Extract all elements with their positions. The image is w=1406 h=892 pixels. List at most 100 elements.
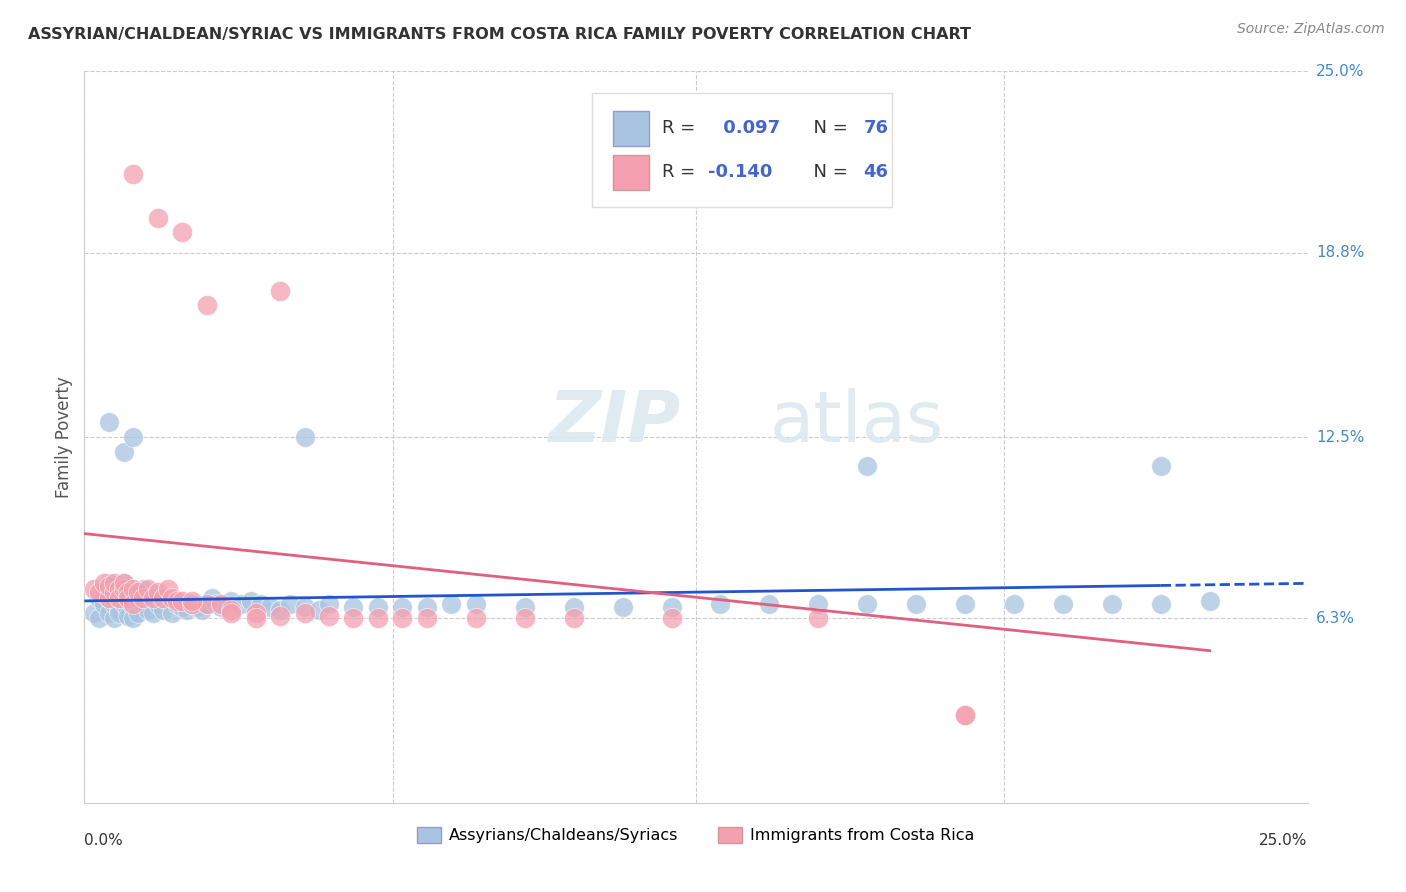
Point xyxy=(308,603,330,617)
Point xyxy=(103,611,125,625)
Point xyxy=(122,582,145,597)
Text: Source: ZipAtlas.com: Source: ZipAtlas.com xyxy=(1237,22,1385,37)
Point xyxy=(464,611,486,625)
Point xyxy=(209,597,232,611)
Point xyxy=(112,576,135,591)
Point xyxy=(112,444,135,458)
Point xyxy=(87,591,110,605)
Point xyxy=(195,298,218,312)
Point xyxy=(142,606,165,620)
Point xyxy=(107,591,129,605)
Point xyxy=(318,597,340,611)
Point xyxy=(1002,597,1025,611)
Point xyxy=(97,606,120,620)
Point xyxy=(122,597,145,611)
Point xyxy=(146,597,169,611)
Point xyxy=(464,597,486,611)
Text: ASSYRIAN/CHALDEAN/SYRIAC VS IMMIGRANTS FROM COSTA RICA FAMILY POVERTY CORRELATIO: ASSYRIAN/CHALDEAN/SYRIAC VS IMMIGRANTS F… xyxy=(28,27,972,42)
Point xyxy=(1150,597,1173,611)
Text: 25.0%: 25.0% xyxy=(1260,833,1308,848)
Point xyxy=(172,225,194,239)
Point xyxy=(200,591,222,605)
Point xyxy=(612,599,634,614)
Point xyxy=(127,606,149,620)
Point xyxy=(191,603,214,617)
Point xyxy=(132,591,155,605)
Point xyxy=(219,594,242,608)
Point xyxy=(294,599,316,614)
Point xyxy=(112,597,135,611)
Text: 12.5%: 12.5% xyxy=(1316,430,1364,444)
Point xyxy=(513,599,536,614)
Point xyxy=(245,611,267,625)
Point xyxy=(1101,597,1123,611)
Point xyxy=(107,603,129,617)
Point xyxy=(269,284,291,298)
Bar xyxy=(613,111,650,146)
Point xyxy=(172,599,194,614)
Point xyxy=(186,599,208,614)
Text: 0.0%: 0.0% xyxy=(84,833,124,848)
Point xyxy=(97,576,120,591)
Point xyxy=(112,576,135,591)
Point xyxy=(249,597,271,611)
Point xyxy=(162,606,184,620)
Point xyxy=(342,599,364,614)
Point xyxy=(122,588,145,602)
Point xyxy=(294,430,316,444)
Point xyxy=(127,594,149,608)
Text: 25.0%: 25.0% xyxy=(1316,64,1364,78)
Point xyxy=(97,416,120,430)
Point xyxy=(229,597,252,611)
Point xyxy=(269,608,291,623)
Point xyxy=(856,597,879,611)
Point xyxy=(142,591,165,605)
Point xyxy=(83,582,105,597)
Point xyxy=(156,582,179,597)
Point xyxy=(132,597,155,611)
Point xyxy=(661,611,683,625)
Point xyxy=(103,582,125,597)
Point xyxy=(93,597,115,611)
Point xyxy=(93,585,115,599)
Point xyxy=(219,606,242,620)
Point xyxy=(93,576,115,591)
Point xyxy=(146,585,169,599)
Point xyxy=(416,611,439,625)
Point xyxy=(245,606,267,620)
Point xyxy=(112,582,135,597)
Point xyxy=(176,603,198,617)
Point xyxy=(391,599,413,614)
Point xyxy=(103,576,125,591)
Text: R =: R = xyxy=(662,120,700,137)
Point xyxy=(122,167,145,181)
Point xyxy=(172,594,194,608)
Text: atlas: atlas xyxy=(769,388,943,457)
Point xyxy=(127,585,149,599)
Point xyxy=(661,599,683,614)
Point xyxy=(117,591,139,605)
Point xyxy=(1150,459,1173,474)
Point xyxy=(758,597,780,611)
Point xyxy=(953,708,976,723)
Point xyxy=(156,594,179,608)
Point xyxy=(136,591,159,605)
Y-axis label: Family Poverty: Family Poverty xyxy=(55,376,73,498)
FancyBboxPatch shape xyxy=(592,94,891,207)
Point xyxy=(122,611,145,625)
Point xyxy=(87,611,110,625)
Point xyxy=(367,599,389,614)
Point xyxy=(117,585,139,599)
Point xyxy=(239,594,262,608)
Point xyxy=(807,611,830,625)
Point xyxy=(107,606,129,620)
Point xyxy=(97,579,120,593)
Legend: Assyrians/Chaldeans/Syriacs, Immigrants from Costa Rica: Assyrians/Chaldeans/Syriacs, Immigrants … xyxy=(411,821,981,850)
Text: ZIP: ZIP xyxy=(550,388,682,457)
Text: 18.8%: 18.8% xyxy=(1316,245,1364,260)
Point xyxy=(117,603,139,617)
Point xyxy=(1198,594,1220,608)
Text: 76: 76 xyxy=(863,120,889,137)
Text: N =: N = xyxy=(803,163,853,181)
Point xyxy=(209,599,232,614)
